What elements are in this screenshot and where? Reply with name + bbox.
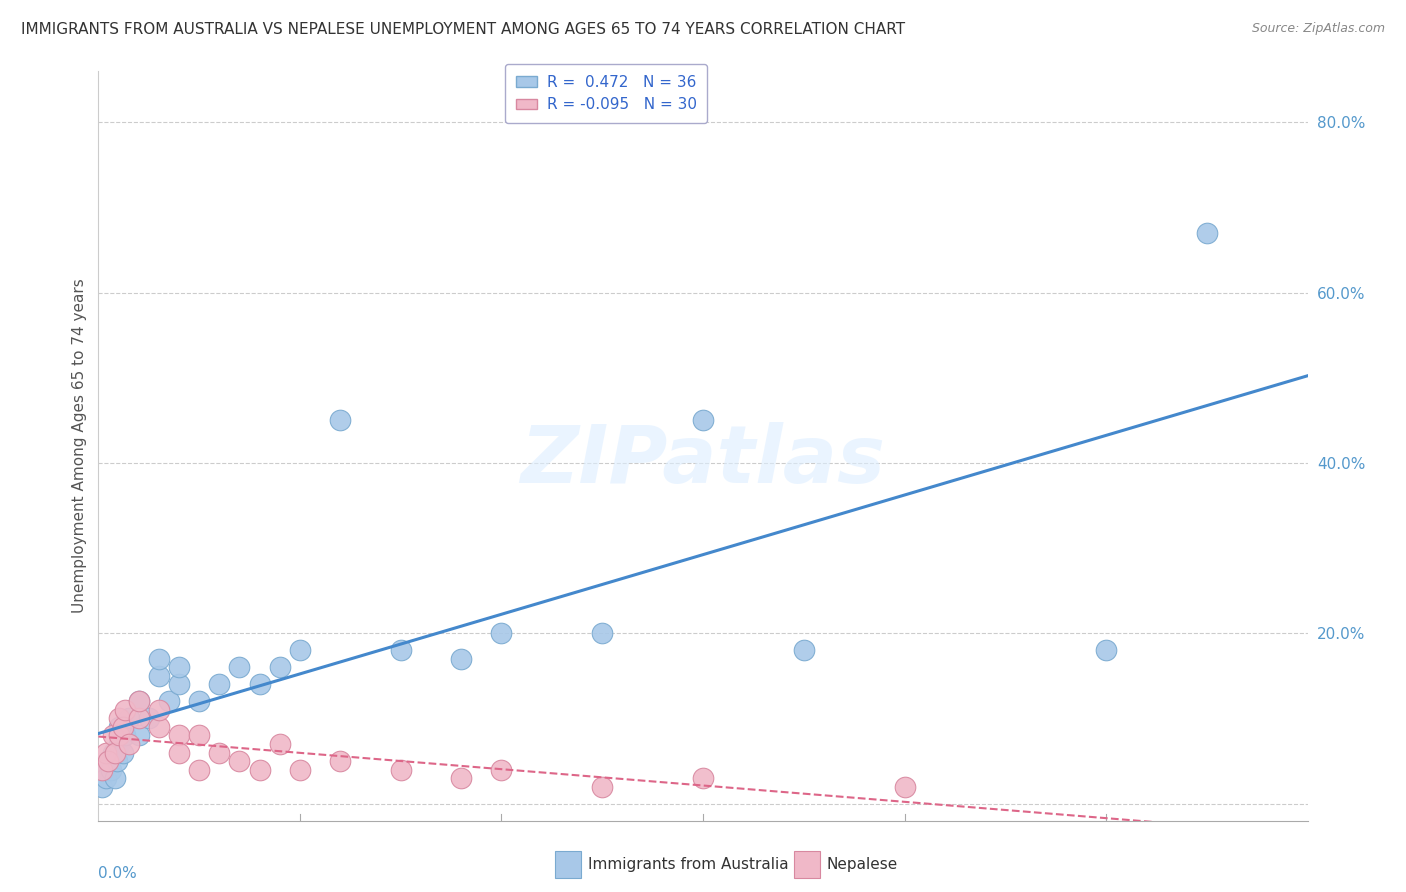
Point	[101, 729, 124, 743]
Point	[167, 677, 190, 691]
Point	[1095, 643, 1118, 657]
Point	[148, 703, 170, 717]
Point	[167, 729, 190, 743]
Point	[157, 694, 180, 708]
Point	[100, 763, 122, 777]
Point	[228, 660, 250, 674]
Point	[91, 780, 114, 794]
Point	[111, 720, 134, 734]
Text: Immigrants from Australia: Immigrants from Australia	[588, 857, 789, 871]
Point	[329, 754, 352, 768]
Bar	[794, 851, 820, 878]
Point	[148, 720, 170, 734]
Point	[93, 763, 115, 777]
Point	[97, 754, 120, 768]
Point	[91, 763, 114, 777]
Point	[591, 780, 613, 794]
Point	[148, 669, 170, 683]
Legend: R =  0.472   N = 36, R = -0.095   N = 30: R = 0.472 N = 36, R = -0.095 N = 30	[505, 64, 707, 123]
Point	[288, 643, 311, 657]
Point	[114, 729, 136, 743]
Point	[167, 660, 190, 674]
Point	[103, 771, 125, 785]
Point	[96, 746, 118, 760]
Point	[167, 746, 190, 760]
Point	[389, 763, 412, 777]
Point	[692, 771, 714, 785]
Point	[107, 737, 129, 751]
Text: IMMIGRANTS FROM AUSTRALIA VS NEPALESE UNEMPLOYMENT AMONG AGES 65 TO 74 YEARS COR: IMMIGRANTS FROM AUSTRALIA VS NEPALESE UN…	[21, 22, 905, 37]
Point	[491, 763, 513, 777]
Bar	[555, 851, 581, 878]
Text: Source: ZipAtlas.com: Source: ZipAtlas.com	[1251, 22, 1385, 36]
Text: Nepalese: Nepalese	[827, 857, 898, 871]
Point	[208, 677, 231, 691]
Point	[138, 711, 160, 725]
Point	[491, 626, 513, 640]
Point	[249, 677, 271, 691]
Point	[96, 771, 118, 785]
Point	[188, 694, 211, 708]
Point	[148, 652, 170, 666]
Text: 0.0%: 0.0%	[98, 865, 138, 880]
Point	[450, 771, 472, 785]
Point	[793, 643, 815, 657]
Point	[114, 703, 136, 717]
Point	[228, 754, 250, 768]
Point	[288, 763, 311, 777]
Point	[118, 711, 141, 725]
Point	[107, 720, 129, 734]
Point	[103, 746, 125, 760]
Point	[188, 763, 211, 777]
Point	[1195, 226, 1218, 240]
Point	[111, 746, 134, 760]
Text: ZIPatlas: ZIPatlas	[520, 422, 886, 500]
Point	[128, 694, 150, 708]
Y-axis label: Unemployment Among Ages 65 to 74 years: Unemployment Among Ages 65 to 74 years	[72, 278, 87, 614]
Point	[249, 763, 271, 777]
Point	[128, 729, 150, 743]
Point	[208, 746, 231, 760]
Point	[118, 737, 141, 751]
Point	[450, 652, 472, 666]
Point	[105, 754, 128, 768]
Point	[128, 711, 150, 725]
Point	[269, 737, 291, 751]
Point	[107, 711, 129, 725]
Point	[107, 729, 129, 743]
Point	[329, 413, 352, 427]
Point	[188, 729, 211, 743]
Point	[591, 626, 613, 640]
Point	[128, 694, 150, 708]
Point	[692, 413, 714, 427]
Point	[97, 754, 120, 768]
Point	[389, 643, 412, 657]
Point	[269, 660, 291, 674]
Point	[101, 746, 124, 760]
Point	[893, 780, 915, 794]
